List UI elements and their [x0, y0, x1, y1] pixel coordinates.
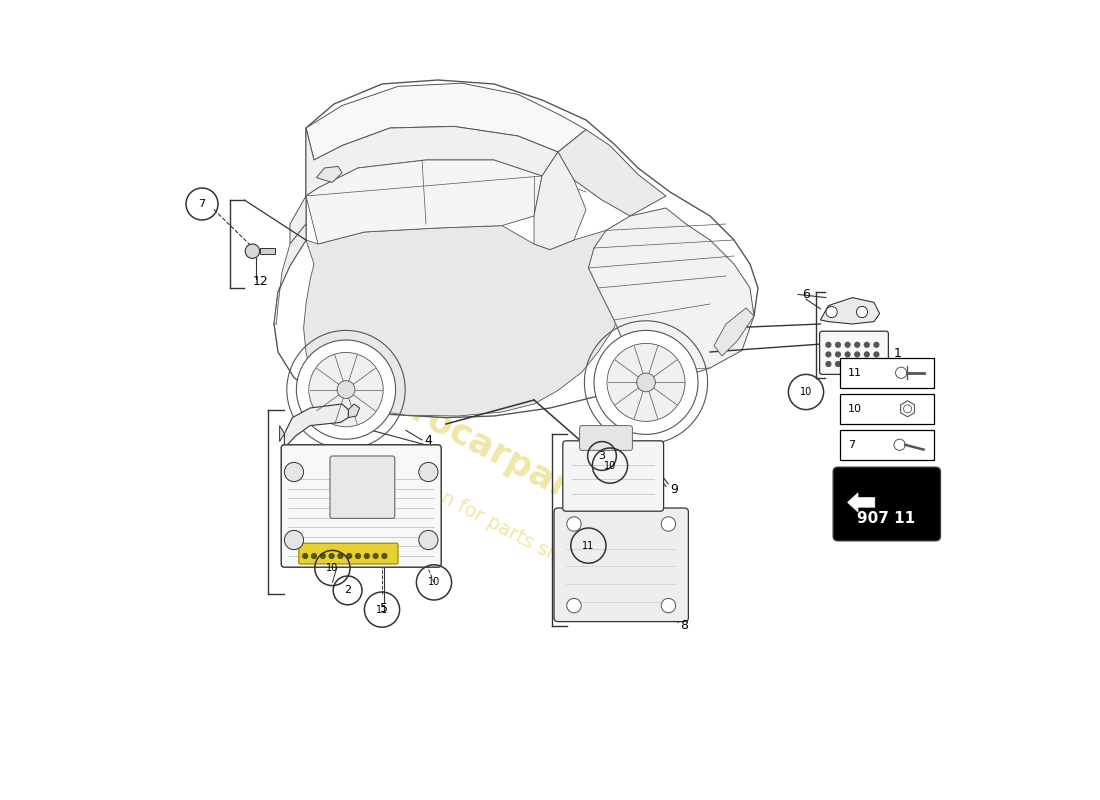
Circle shape: [855, 352, 859, 357]
FancyBboxPatch shape: [282, 445, 441, 567]
Circle shape: [865, 362, 869, 366]
Circle shape: [895, 367, 906, 378]
Bar: [839, 394, 934, 424]
Text: eurocarparts: eurocarparts: [362, 371, 611, 525]
Circle shape: [836, 342, 840, 347]
Circle shape: [845, 362, 850, 366]
Polygon shape: [821, 298, 880, 324]
Circle shape: [245, 244, 260, 258]
Circle shape: [311, 554, 317, 558]
Polygon shape: [558, 130, 666, 216]
Polygon shape: [285, 404, 349, 448]
Text: 10: 10: [848, 404, 861, 414]
Text: 7: 7: [848, 440, 855, 450]
Circle shape: [845, 342, 850, 347]
Text: 11: 11: [848, 368, 861, 378]
Circle shape: [285, 462, 304, 482]
Circle shape: [857, 306, 868, 318]
Text: 12: 12: [253, 275, 268, 288]
Text: 2: 2: [344, 586, 351, 595]
FancyBboxPatch shape: [580, 426, 632, 450]
Polygon shape: [274, 80, 758, 418]
Circle shape: [855, 362, 859, 366]
Circle shape: [874, 352, 879, 357]
Text: 5: 5: [381, 602, 388, 614]
Polygon shape: [317, 166, 342, 182]
Polygon shape: [306, 83, 586, 160]
Circle shape: [637, 373, 656, 392]
Polygon shape: [349, 404, 360, 418]
Circle shape: [320, 554, 326, 558]
Circle shape: [302, 554, 308, 558]
Polygon shape: [260, 248, 275, 254]
Circle shape: [337, 381, 355, 398]
Bar: [839, 358, 934, 388]
Circle shape: [836, 362, 840, 366]
Circle shape: [419, 530, 438, 550]
Text: 4: 4: [425, 434, 432, 446]
Circle shape: [607, 343, 685, 422]
Text: 10: 10: [800, 387, 812, 397]
Text: 11: 11: [582, 541, 594, 550]
FancyBboxPatch shape: [554, 508, 689, 622]
Polygon shape: [714, 308, 754, 356]
Circle shape: [355, 554, 361, 558]
Text: 11: 11: [376, 605, 388, 614]
Text: 10: 10: [604, 461, 616, 470]
Circle shape: [566, 598, 581, 613]
FancyBboxPatch shape: [330, 456, 395, 518]
Text: 6: 6: [802, 288, 810, 301]
Polygon shape: [534, 152, 586, 250]
Circle shape: [382, 554, 387, 558]
Circle shape: [373, 554, 378, 558]
Circle shape: [594, 330, 698, 434]
Polygon shape: [848, 493, 874, 512]
Circle shape: [285, 530, 304, 550]
FancyBboxPatch shape: [563, 441, 663, 511]
Circle shape: [296, 340, 396, 439]
Circle shape: [661, 598, 675, 613]
Circle shape: [894, 439, 905, 450]
Text: 907 11: 907 11: [857, 511, 915, 526]
Circle shape: [338, 554, 343, 558]
Polygon shape: [588, 208, 754, 388]
Text: a passion for parts since 1965: a passion for parts since 1965: [367, 450, 637, 606]
Circle shape: [419, 462, 438, 482]
Circle shape: [855, 342, 859, 347]
Text: 8: 8: [681, 619, 689, 632]
FancyBboxPatch shape: [299, 543, 398, 564]
Bar: [839, 430, 934, 460]
Text: 3: 3: [598, 451, 605, 461]
Circle shape: [346, 554, 352, 558]
Circle shape: [874, 362, 879, 366]
Circle shape: [845, 352, 850, 357]
Polygon shape: [290, 126, 558, 244]
Text: 1: 1: [894, 347, 902, 360]
Polygon shape: [306, 160, 542, 244]
Text: 9: 9: [670, 483, 678, 496]
Circle shape: [836, 352, 840, 357]
Circle shape: [874, 342, 879, 347]
Circle shape: [661, 517, 675, 531]
FancyBboxPatch shape: [833, 467, 940, 541]
Text: 10: 10: [428, 578, 440, 587]
Circle shape: [865, 342, 869, 347]
Circle shape: [865, 352, 869, 357]
Circle shape: [826, 342, 830, 347]
Circle shape: [826, 352, 830, 357]
Circle shape: [566, 517, 581, 531]
Polygon shape: [279, 426, 285, 442]
Circle shape: [329, 554, 334, 558]
FancyBboxPatch shape: [820, 331, 889, 374]
Polygon shape: [274, 224, 306, 324]
Circle shape: [364, 554, 370, 558]
Circle shape: [826, 362, 830, 366]
Polygon shape: [304, 226, 638, 416]
Text: 10: 10: [327, 563, 339, 573]
Circle shape: [309, 352, 383, 426]
Text: 7: 7: [198, 199, 206, 209]
Circle shape: [826, 306, 837, 318]
